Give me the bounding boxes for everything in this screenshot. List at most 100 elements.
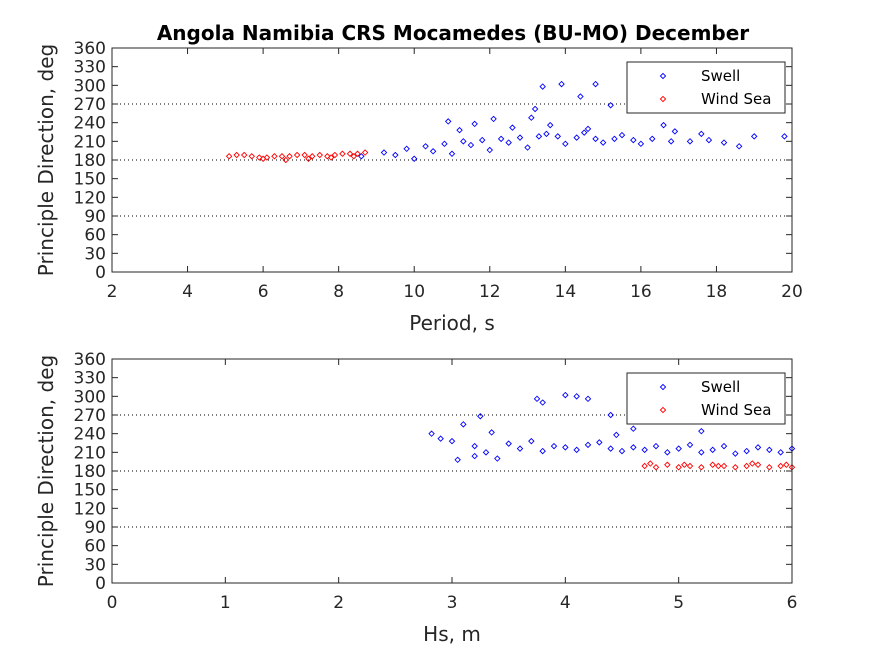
swell-point xyxy=(460,421,467,428)
swell-point xyxy=(573,446,580,454)
wind-sea-point xyxy=(233,151,240,159)
swell-point xyxy=(454,456,461,464)
wind-sea-point xyxy=(263,154,271,161)
wind-sea-point xyxy=(743,462,750,470)
wind-sea-point xyxy=(240,151,248,159)
y-tick-label: 60 xyxy=(84,226,106,246)
swell-point xyxy=(781,133,788,140)
wind-sea-point xyxy=(777,462,784,470)
swell-point xyxy=(613,431,620,439)
legend: Swell Wind Sea xyxy=(626,61,786,114)
swell-point xyxy=(607,411,614,419)
legend-label: Wind Sea xyxy=(701,90,771,108)
y-tick-label: 30 xyxy=(84,244,106,264)
wind-sea-point xyxy=(766,464,773,471)
swell-point xyxy=(505,139,512,146)
swell-point xyxy=(528,437,535,445)
y-tick-label: 90 xyxy=(84,207,106,227)
swell-point xyxy=(705,136,713,144)
swell-point xyxy=(543,130,550,138)
wind-sea-point xyxy=(282,156,290,164)
swell-point xyxy=(618,131,626,139)
y-tick-label: 150 xyxy=(74,481,106,501)
top-axes-period: 2 4 6 8 10 12 14 16 18 20 030609012015018021024027… xyxy=(34,39,803,335)
wind-sea-point xyxy=(783,461,790,469)
y-tick-label: 270 xyxy=(74,95,106,115)
swell-point xyxy=(630,136,637,144)
swell-point xyxy=(380,149,388,156)
wind-sea-point xyxy=(350,153,358,160)
x-tick-label: 6 xyxy=(787,593,798,613)
wind-sea-point xyxy=(278,153,286,160)
wind-sea-point xyxy=(647,460,654,467)
wind-sea-point xyxy=(664,461,671,469)
x-axis-label: Period, s xyxy=(409,311,495,335)
swell-point xyxy=(735,143,743,150)
swell-point xyxy=(494,455,501,462)
wind-sea-point xyxy=(331,151,339,159)
swell-point xyxy=(539,83,546,90)
swell-point xyxy=(720,139,728,146)
wind-sea-point xyxy=(248,153,256,160)
wind-sea-point xyxy=(316,151,324,159)
swell-point xyxy=(471,442,478,450)
x-tick-label: 6 xyxy=(258,282,269,302)
y-tick-label: 30 xyxy=(84,555,106,575)
swell-point xyxy=(448,437,456,445)
y-tick-label: 210 xyxy=(74,132,106,152)
wind-sea-point xyxy=(259,155,267,162)
x-axis-label: Hs, m xyxy=(423,622,481,646)
swell-point xyxy=(630,444,637,451)
swell-point xyxy=(671,128,679,135)
legend: Swell Wind Sea xyxy=(626,372,786,425)
y-tick-label: 60 xyxy=(84,537,106,557)
swell-point xyxy=(611,135,618,143)
swell-point xyxy=(652,442,660,450)
y-tick-label: 270 xyxy=(74,406,106,426)
swell-point xyxy=(630,425,637,432)
wind-sea-point xyxy=(225,153,233,160)
swell-point xyxy=(558,80,565,88)
x-tick-label: 4 xyxy=(182,282,193,302)
swell-point xyxy=(698,449,705,456)
bottom-axes-hs: 0 1 2 3 4 5 6030609012015018021024027030033036… xyxy=(34,350,797,646)
swell-point xyxy=(528,114,535,121)
swell-point xyxy=(448,150,456,158)
swell-point xyxy=(509,124,516,131)
legend-box xyxy=(626,61,786,114)
swell-point xyxy=(750,133,758,140)
swell-point xyxy=(437,435,444,442)
y-tick-label: 150 xyxy=(74,170,106,190)
y-tick-label: 330 xyxy=(74,58,106,78)
legend-marker xyxy=(659,95,667,103)
x-tick-label: 16 xyxy=(630,282,652,302)
x-tick-label: 18 xyxy=(706,282,728,302)
swell-point xyxy=(698,130,705,138)
x-tick-label: 4 xyxy=(560,593,571,613)
swell-point xyxy=(660,121,667,129)
y-tick-label: 90 xyxy=(84,518,106,538)
swell-point xyxy=(490,115,497,123)
swell-point xyxy=(428,430,435,437)
swell-point xyxy=(732,450,739,457)
wind-sea-point xyxy=(641,462,648,470)
swell-point xyxy=(675,445,682,452)
wind-sea-point xyxy=(675,464,682,471)
swell-point xyxy=(554,133,562,140)
swell-point xyxy=(580,129,588,136)
swell-point xyxy=(754,444,762,451)
wind-sea-point xyxy=(354,150,361,158)
swell-point xyxy=(546,121,554,129)
swell-point xyxy=(429,148,437,155)
swell-point xyxy=(471,120,478,128)
swell-point xyxy=(577,93,584,100)
y-tick-label: 180 xyxy=(74,462,106,482)
swell-point xyxy=(743,447,750,455)
swell-point xyxy=(573,134,580,141)
y-tick-label: 360 xyxy=(74,39,106,59)
swell-point xyxy=(478,136,486,144)
swell-point xyxy=(766,446,773,454)
wind-sea-point xyxy=(293,151,301,159)
swell-point xyxy=(592,135,599,143)
swell-point xyxy=(524,144,531,151)
